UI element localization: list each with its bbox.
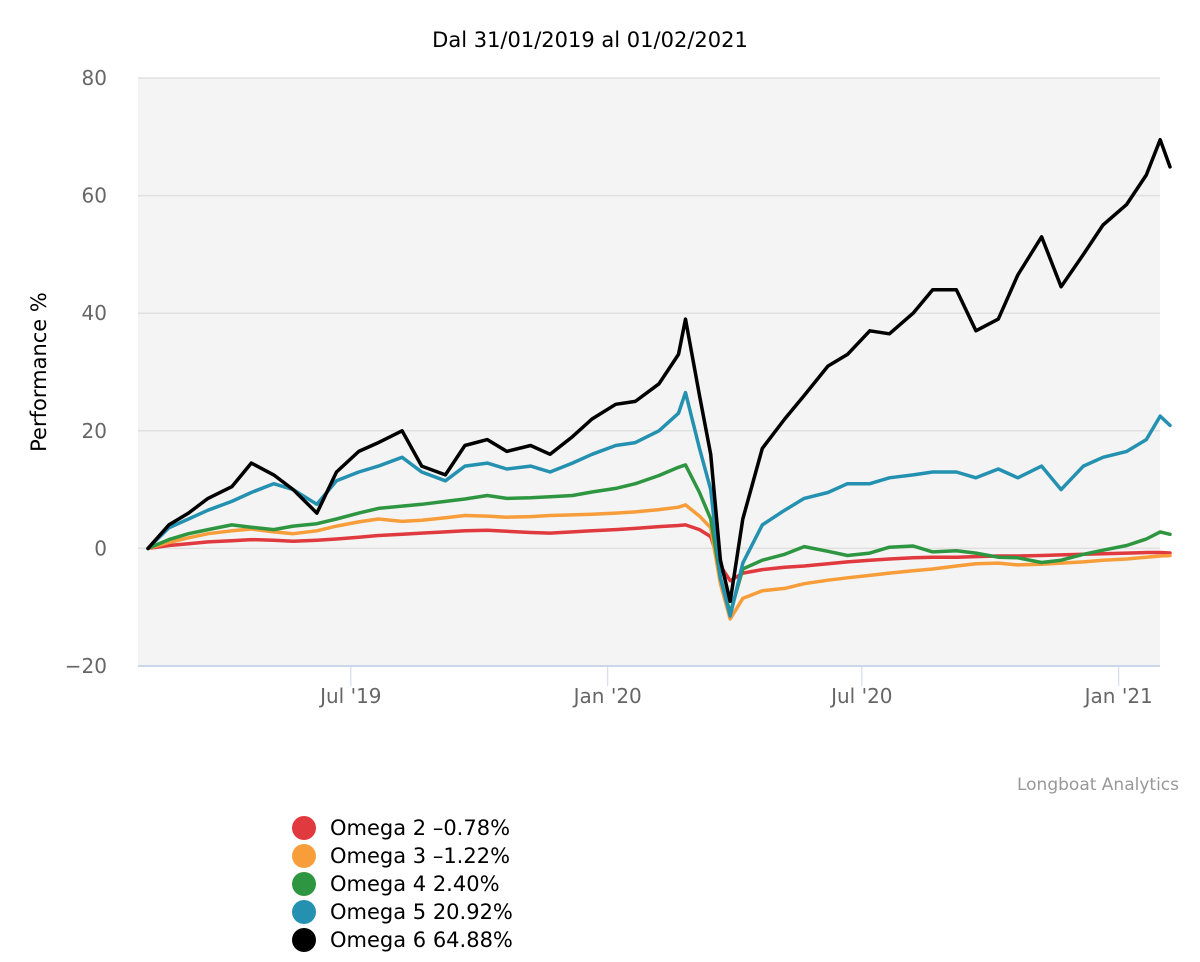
legend-label: Omega 6 64.88% <box>330 928 513 952</box>
legend-label: Omega 3 –1.22% <box>330 844 511 868</box>
series-line-omega-6 <box>146 137 1172 604</box>
x-tick-label: Jan '20 <box>572 684 642 708</box>
series-line-omega-3 <box>146 503 1172 621</box>
plot-background <box>138 78 1160 666</box>
y-tick-label: 40 <box>82 301 107 325</box>
legend-item[interactable]: Omega 3 –1.22% <box>292 842 513 870</box>
legend-label: Omega 2 –0.78% <box>330 816 511 840</box>
legend-marker-icon <box>292 872 316 896</box>
grid-lines <box>138 77 1160 667</box>
y-axis: −20 0 20 40 60 80 <box>65 66 107 678</box>
y-tick-label: 60 <box>82 184 107 208</box>
y-tick-label: −20 <box>65 654 107 678</box>
series-line-omega-4 <box>146 463 1172 615</box>
y-tick-label: 20 <box>82 419 107 443</box>
x-tick-label: Jul '20 <box>829 684 892 708</box>
chart-title: Dal 31/01/2019 al 01/02/2021 <box>432 28 748 52</box>
y-axis-label: Performance % <box>27 292 51 452</box>
y-tick-label: 0 <box>94 536 107 560</box>
legend-marker-icon <box>292 900 316 924</box>
y-tick-label: 80 <box>82 66 107 90</box>
series-lines <box>146 137 1172 621</box>
legend-item[interactable]: Omega 2 –0.78% <box>292 814 513 842</box>
credit-label[interactable]: Longboat Analytics <box>1017 775 1179 795</box>
x-tick-label: Jul '19 <box>318 684 381 708</box>
legend-label: Omega 4 2.40% <box>330 872 500 896</box>
legend-item[interactable]: Omega 6 64.88% <box>292 926 513 954</box>
legend-label: Omega 5 20.92% <box>330 900 513 924</box>
legend-item[interactable]: Omega 5 20.92% <box>292 898 513 926</box>
legend-item[interactable]: Omega 4 2.40% <box>292 870 513 898</box>
legend-marker-icon <box>292 928 316 952</box>
legend-marker-icon <box>292 844 316 868</box>
legend-marker-icon <box>292 816 316 840</box>
legend: Omega 2 –0.78% Omega 3 –1.22% Omega 4 2.40… <box>292 814 513 954</box>
x-axis: Jul '19 Jan '20 Jul '20 Jan '21 <box>318 666 1153 708</box>
x-tick-label: Jan '21 <box>1083 684 1153 708</box>
